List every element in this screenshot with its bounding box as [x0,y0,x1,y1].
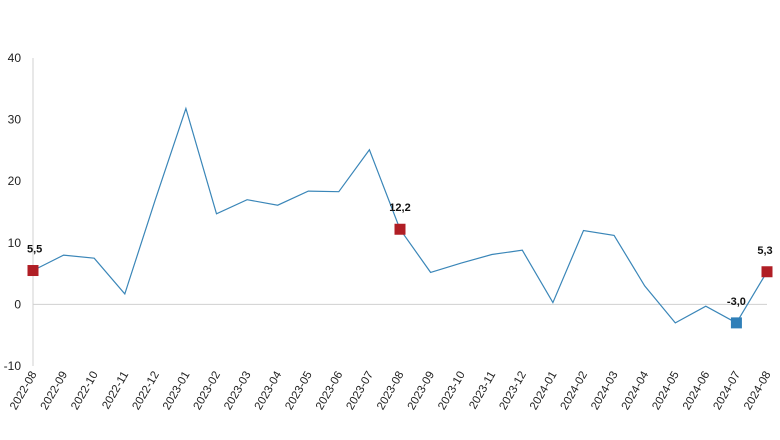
x-tick-label: 2022-08 [8,370,40,413]
series-line [32,106,768,324]
x-tick-label: 2024-03 [589,370,621,413]
highlight-marker [27,265,39,277]
y-tick-label: 20 [8,174,22,188]
data-label: 5,5 [27,244,42,256]
series-lines [32,106,768,324]
x-tick-label: 2023-12 [497,370,529,413]
y-tick-label: 0 [14,297,21,311]
data-label: 5,3 [757,245,772,257]
x-tick-label: 2023-09 [406,370,438,413]
x-tick-label: 2024-01 [528,370,560,413]
y-tick-label: 40 [8,51,22,65]
y-axis-ticks: -10 0 10 20 30 40 [4,51,22,373]
y-tick-label: -10 [4,359,22,373]
highlight-marker [730,317,742,329]
x-tick-label: 2023-07 [345,370,377,413]
x-tick-label: 2023-05 [283,370,315,413]
x-tick-label: 2024-02 [559,370,591,413]
x-tick-label: 2024-04 [620,369,652,412]
x-tick-label: 2024-08 [742,370,774,413]
highlight-marker [394,223,406,235]
x-tick-label: 2024-06 [681,370,713,413]
x-tick-label: 2022-11 [100,370,131,412]
x-tick-label: 2023-10 [436,370,468,413]
x-tick-label: 2023-06 [314,370,346,413]
data-label: 12,2 [389,202,410,214]
x-tick-label: 2023-01 [161,370,193,413]
x-tick-label: 2022-12 [130,370,162,413]
x-tick-label: 2023-04 [253,369,285,412]
y-tick-label: 10 [8,236,22,250]
x-tick-label: 2023-11 [467,370,498,412]
y-tick-label: 30 [8,113,22,127]
x-tick-label: 2024-05 [650,370,682,413]
data-labels: 5,5 12,2 -3,0 5,3 [27,202,773,308]
x-tick-label: 2022-09 [39,370,71,413]
x-tick-label: 2022-10 [69,370,101,413]
x-tick-label: 2023-03 [222,370,254,413]
x-tick-label: 2024-07 [712,370,744,413]
highlight-marker [761,266,773,278]
x-axis-ticks: 2022-08 2022-09 2022-10 2022-11 2022-12 2023-… [8,369,774,412]
axes [32,58,767,366]
highlight-markers [27,223,773,329]
data-label: -3,0 [727,296,746,308]
x-tick-label: 2023-02 [192,370,224,413]
x-tick-label: 2023-08 [375,370,407,413]
